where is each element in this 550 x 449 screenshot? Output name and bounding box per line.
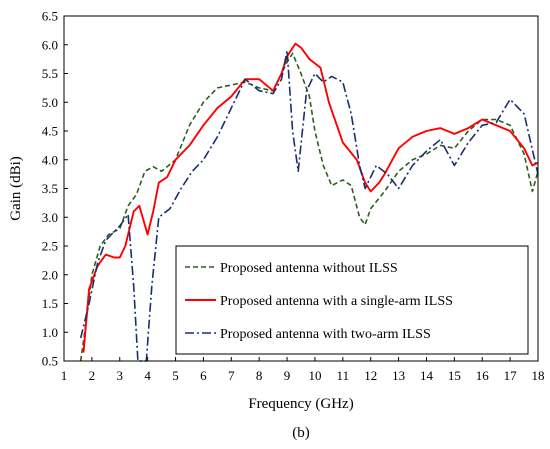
series-line-two-arm-ilss bbox=[79, 49, 539, 362]
x-tick-label: 15 bbox=[448, 368, 461, 383]
legend-label-two-arm-ilss: Proposed antenna with two-arm ILSS bbox=[220, 327, 431, 342]
y-tick-label: 1.5 bbox=[42, 296, 58, 311]
y-tick-label: 5.0 bbox=[42, 95, 58, 110]
y-tick-label: 6.5 bbox=[42, 9, 58, 24]
y-tick-label: 4.5 bbox=[42, 124, 58, 139]
x-tick-label: 10 bbox=[308, 368, 321, 383]
y-tick-label: 3.5 bbox=[42, 181, 58, 196]
y-tick-labels: 0.5 1.0 1.5 2.0 2.5 3.0 3.5 4.0 4.5 5.0 5.5 6.0 6.5 bbox=[42, 9, 58, 369]
y-tick-label: 1.0 bbox=[42, 325, 58, 340]
x-tick-label: 14 bbox=[420, 368, 434, 383]
x-axis-title: Frequency (GHz) bbox=[248, 396, 353, 412]
x-tick-label: 3 bbox=[117, 368, 124, 383]
plot-frame bbox=[63, 15, 539, 362]
x-tick-label: 9 bbox=[284, 368, 291, 383]
y-axis-title: Gain (dBi) bbox=[8, 156, 24, 221]
x-tick-label: 16 bbox=[476, 368, 490, 383]
y-tick-label: 4.0 bbox=[42, 152, 58, 167]
x-tick-label: 7 bbox=[228, 368, 235, 383]
legend-box bbox=[175, 245, 529, 355]
legend-label-without-ilss: Proposed antenna without ILSS bbox=[220, 261, 398, 276]
y-tick-label: 0.5 bbox=[42, 354, 58, 369]
x-tick-labels: 1 2 3 4 5 6 7 8 9 10 11 12 13 14 15 16 17 18 bbox=[61, 368, 545, 383]
x-tick-label: 17 bbox=[504, 368, 518, 383]
x-tick-label: 18 bbox=[532, 368, 545, 383]
x-tick-label: 2 bbox=[89, 368, 96, 383]
legend-label-single-arm-ilss: Proposed antenna with a single-arm ILSS bbox=[220, 294, 453, 309]
y-tick-label: 2.5 bbox=[42, 239, 58, 254]
subfigure-label: (b) bbox=[292, 425, 310, 441]
x-tick-label: 12 bbox=[364, 368, 377, 383]
y-tick-label: 5.5 bbox=[42, 66, 58, 81]
y-tick-label: 2.0 bbox=[42, 267, 58, 282]
x-tick-label: 4 bbox=[144, 368, 151, 383]
series-lines bbox=[79, 42, 539, 362]
series-line-single-arm-ilss bbox=[82, 42, 539, 353]
legend: Proposed antenna without ILSS Proposed an… bbox=[175, 245, 529, 355]
y-tick-label: 6.0 bbox=[42, 37, 58, 52]
x-tick-label: 6 bbox=[200, 368, 207, 383]
x-tick-label: 8 bbox=[256, 368, 263, 383]
y-tick-label: 3.0 bbox=[42, 210, 58, 225]
x-tick-label: 5 bbox=[172, 368, 179, 383]
series-line-without-ilss bbox=[79, 52, 539, 362]
x-tick-label: 13 bbox=[392, 368, 405, 383]
x-tick-label: 11 bbox=[337, 368, 350, 383]
x-tick-label: 1 bbox=[61, 368, 68, 383]
